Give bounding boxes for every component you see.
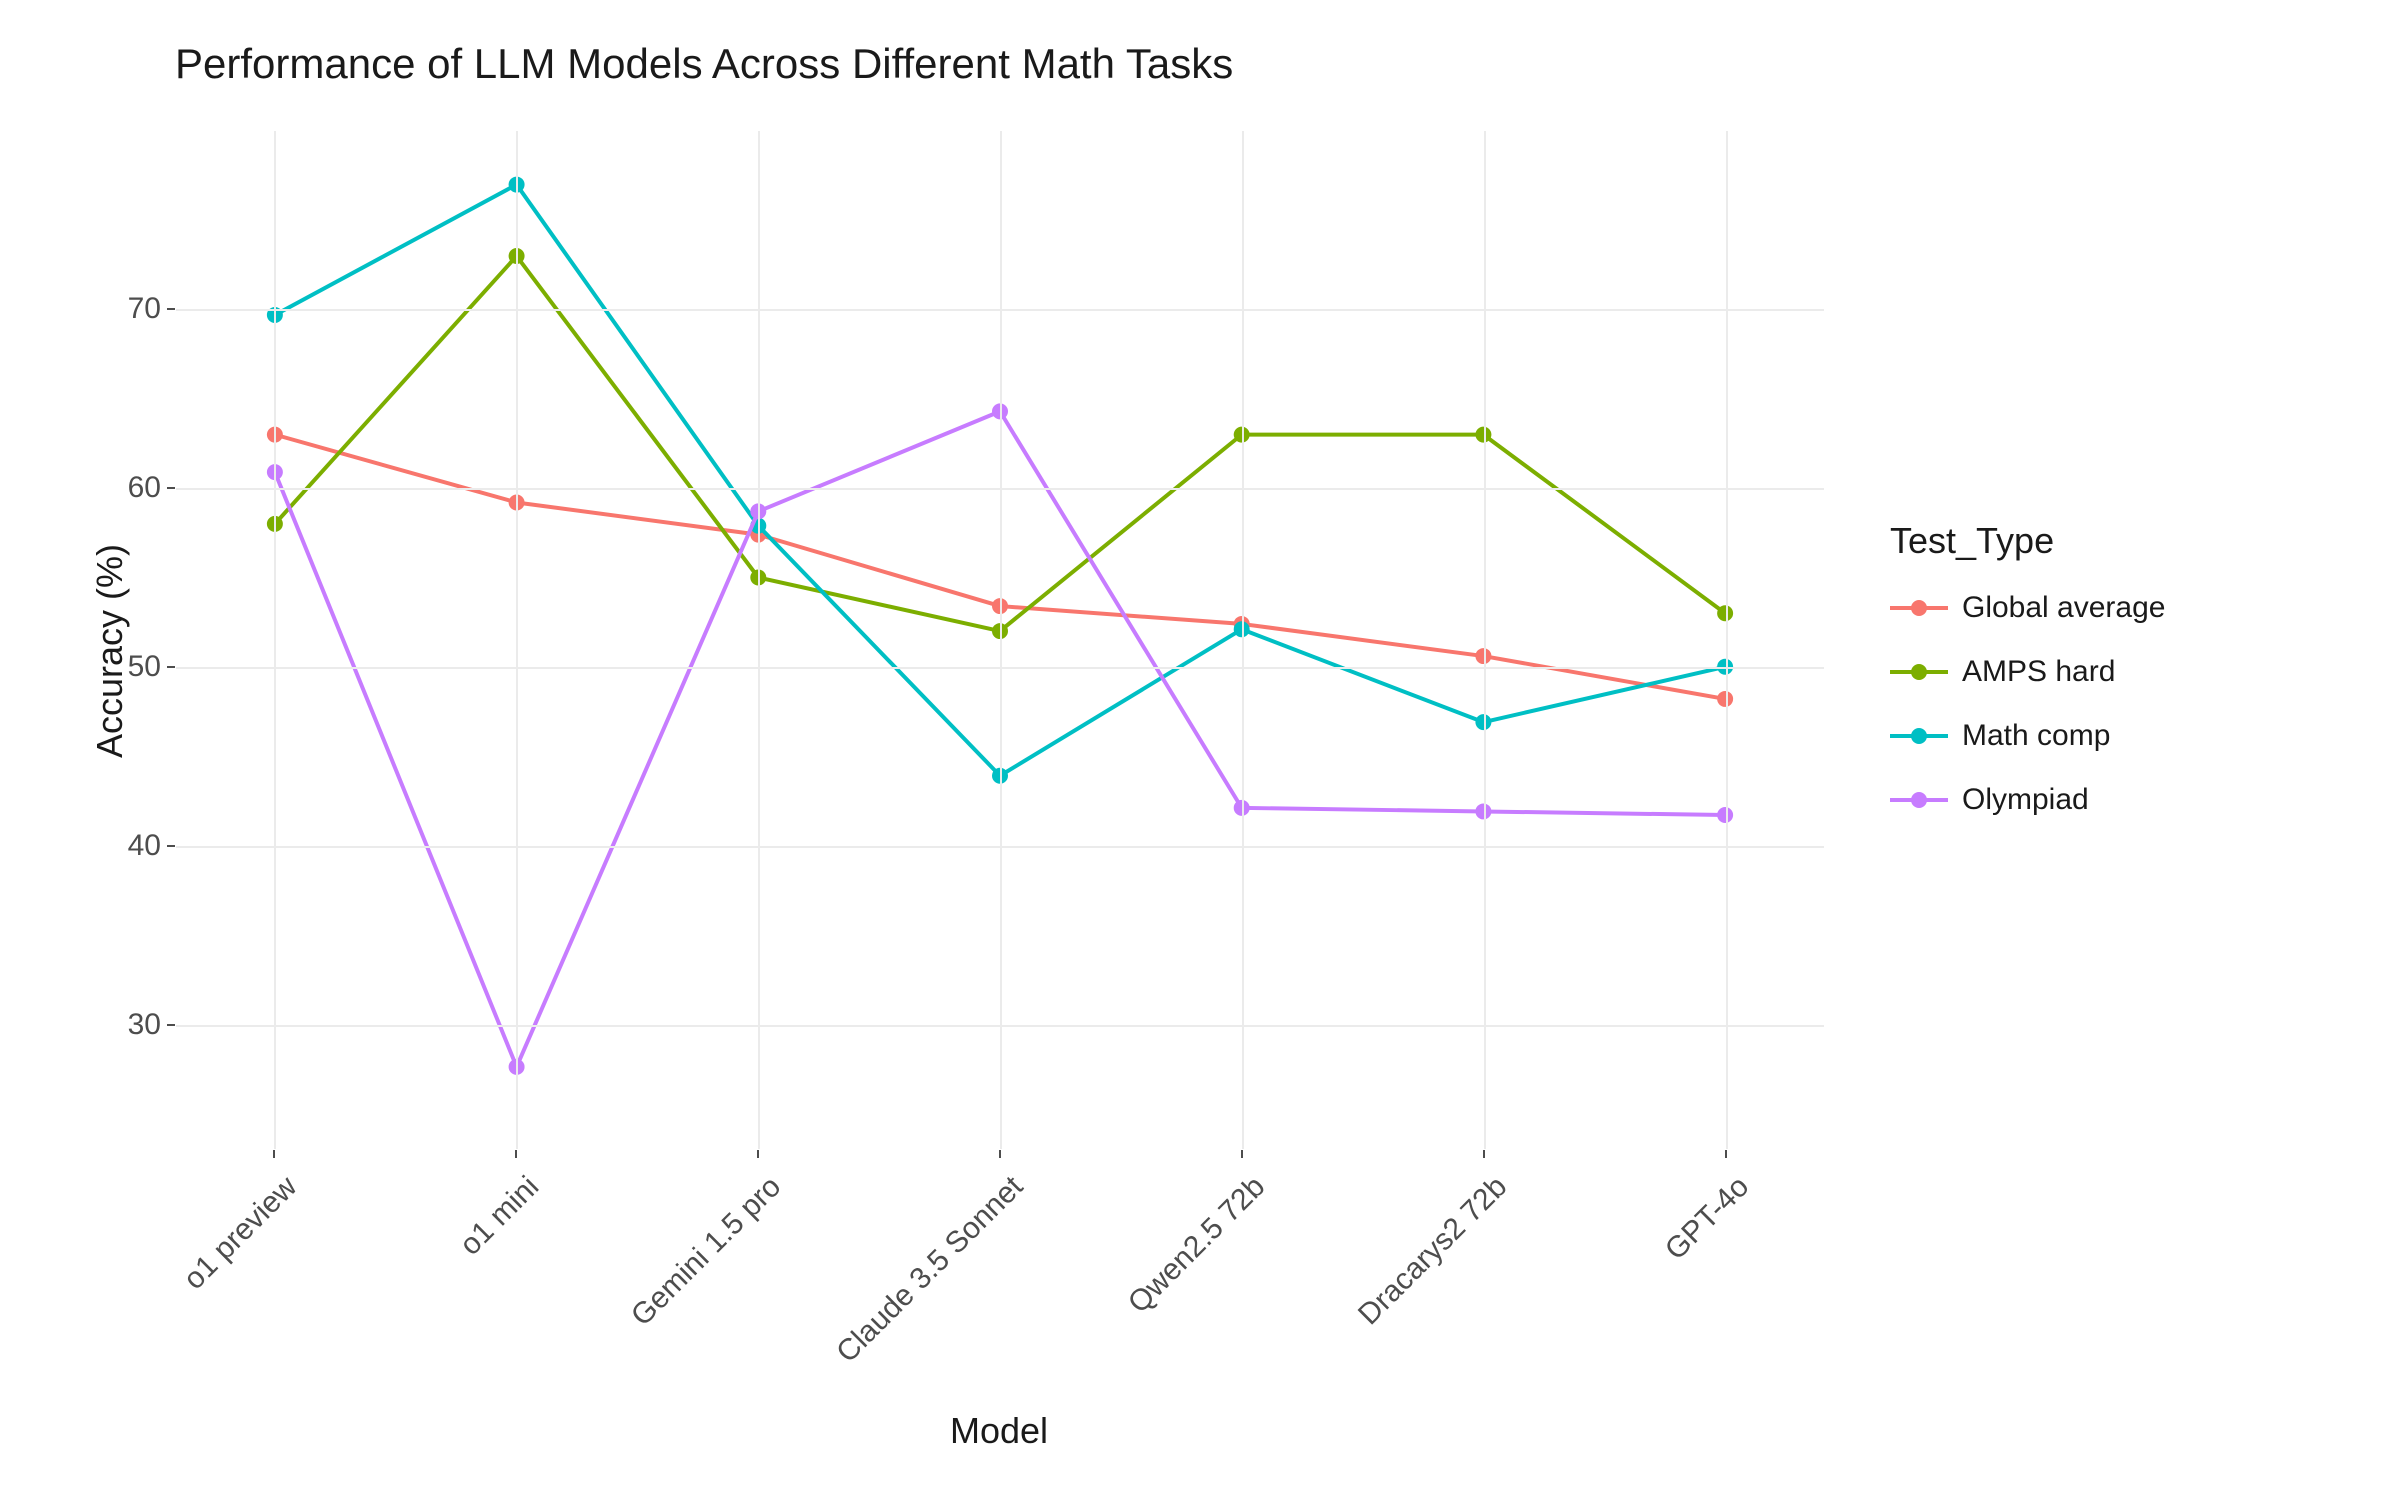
x-tick-mark [1725,1150,1727,1158]
legend-label: Global average [1962,591,2165,625]
legend: Test_Type Global average AMPS hard Math co… [1890,520,2165,842]
x-tick-label: o1 mini [310,1170,546,1406]
legend-dot-icon [1911,792,1927,808]
legend-label: AMPS hard [1962,655,2115,689]
chart-container: Performance of LLM Models Across Differe… [0,0,2400,1500]
plot-area [175,130,1825,1150]
legend-label: Math comp [1962,719,2110,753]
x-tick-mark [273,1150,275,1158]
legend-item: Olympiad [1890,778,2165,822]
x-tick-mark [1241,1150,1243,1158]
grid-line-vertical [1484,131,1486,1149]
x-tick-mark [757,1150,759,1158]
y-tick-label: 70 [0,292,161,326]
x-tick-label: GPT-4o [1520,1170,1756,1406]
grid-line-vertical [274,131,276,1149]
y-tick-label: 60 [0,471,161,505]
y-tick-mark [167,308,175,310]
legend-dot-icon [1911,600,1927,616]
grid-line-vertical [758,131,760,1149]
legend-swatch [1890,586,1948,630]
legend-item: AMPS hard [1890,650,2165,694]
legend-dot-icon [1911,664,1927,680]
x-tick-label: Dracarys2 72b [1278,1170,1514,1406]
chart-title: Performance of LLM Models Across Differe… [175,40,1233,88]
y-tick-mark [167,845,175,847]
y-tick-label: 40 [0,829,161,863]
x-tick-mark [1483,1150,1485,1158]
legend-label: Olympiad [1962,783,2089,817]
x-tick-label: o1 preview [68,1170,304,1406]
legend-item: Math comp [1890,714,2165,758]
y-axis-label: Accuracy (%) [89,501,131,801]
y-tick-mark [167,487,175,489]
x-tick-label: Qwen2.5 72b [1036,1170,1272,1406]
x-tick-mark [515,1150,517,1158]
x-tick-label: Gemini 1.5 pro [552,1170,788,1406]
legend-item: Global average [1890,586,2165,630]
x-tick-label: Claude 3.5 Sonnet [794,1170,1030,1406]
legend-title: Test_Type [1890,520,2165,562]
y-tick-mark [167,666,175,668]
legend-items: Global average AMPS hard Math comp Olympiad [1890,586,2165,822]
x-axis-label: Model [950,1410,1048,1452]
grid-line-vertical [1726,131,1728,1149]
grid-line-vertical [1000,131,1002,1149]
y-tick-label: 30 [0,1008,161,1042]
legend-swatch [1890,778,1948,822]
x-tick-mark [999,1150,1001,1158]
legend-swatch [1890,714,1948,758]
grid-line-vertical [1242,131,1244,1149]
grid-line-vertical [516,131,518,1149]
legend-swatch [1890,650,1948,694]
legend-dot-icon [1911,728,1927,744]
y-tick-label: 50 [0,650,161,684]
y-tick-mark [167,1024,175,1026]
